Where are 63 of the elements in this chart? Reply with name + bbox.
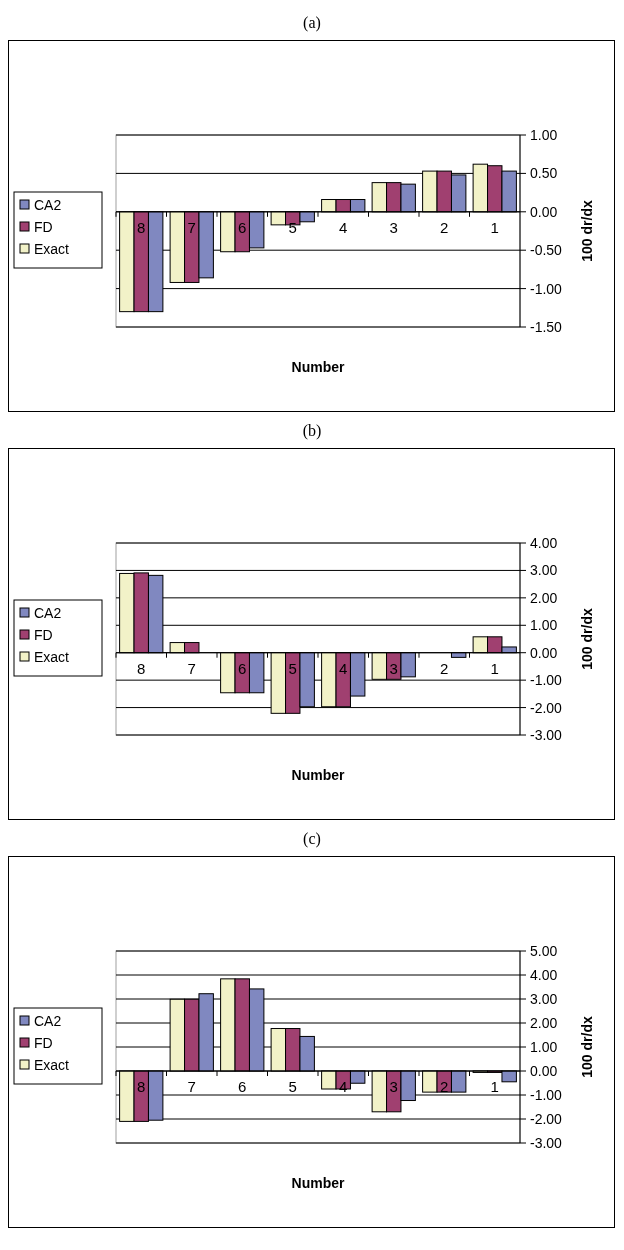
x-tick-label: 6 (238, 659, 247, 677)
x-tick-label: 2 (440, 218, 449, 236)
chart-title: (c) (303, 830, 321, 848)
y-tick-label: -1.00 (530, 672, 563, 689)
y-tick-label: -3.00 (530, 1135, 563, 1151)
y-tick-label: 1.00 (530, 127, 558, 143)
x-axis-title: Number (291, 1175, 345, 1191)
x-tick-label: 8 (137, 659, 146, 677)
x-tick-label: 3 (389, 218, 398, 236)
x-tick-label: 6 (238, 218, 247, 236)
y-tick-label: 1.00 (530, 617, 558, 634)
x-tick-label: 2 (440, 659, 449, 677)
legend-label: Exact (34, 1057, 70, 1073)
x-tick-label: 6 (238, 1078, 247, 1095)
y-tick-label: -1.00 (530, 280, 563, 297)
y-tick-label: 1.00 (530, 1039, 558, 1055)
x-tick-label: 1 (490, 659, 499, 677)
y-tick-label: 2.00 (530, 589, 558, 606)
y-tick-label: 5.00 (530, 943, 558, 959)
x-axis-title: Number (291, 359, 345, 375)
y-tick-label: -1.50 (530, 319, 563, 335)
chart-title: (b) (302, 422, 322, 440)
y-tick-label: 4.00 (530, 967, 558, 983)
y-tick-label: 4.00 (530, 535, 558, 551)
x-axis-title: Number (291, 767, 345, 783)
legend-label: CA2 (34, 197, 62, 213)
y-tick-label: -0.50 (530, 242, 563, 259)
x-tick-label: 8 (137, 1078, 146, 1095)
legend-label: FD (34, 627, 53, 643)
legend-label: FD (34, 219, 53, 235)
y-tick-label: 0.00 (530, 203, 558, 220)
legend-label: CA2 (34, 1013, 62, 1029)
y-tick-label: -2.00 (530, 1111, 563, 1127)
x-tick-label: 3 (389, 659, 398, 677)
x-tick-label: 7 (187, 1078, 196, 1095)
x-tick-label: 1 (490, 1078, 499, 1095)
y-axis-title: 100 dr/dx (579, 200, 595, 262)
y-tick-label: 0.00 (530, 1063, 558, 1079)
y-tick-label: -3.00 (530, 727, 563, 743)
y-tick-label: 0.50 (530, 165, 558, 182)
y-tick-label: 2.00 (530, 1015, 558, 1031)
legend-label: Exact (34, 649, 70, 665)
legend-label: CA2 (34, 605, 62, 621)
y-axis-title: 100 dr/dx (579, 1016, 595, 1078)
x-tick-label: 4 (339, 218, 348, 236)
y-tick-label: 3.00 (530, 562, 558, 579)
x-tick-label: 8 (137, 218, 146, 236)
y-tick-label: -2.00 (530, 699, 563, 716)
x-tick-label: 2 (440, 1078, 449, 1095)
chart-title: (a) (303, 14, 321, 32)
x-tick-label: 3 (389, 1078, 398, 1095)
y-tick-label: 0.00 (530, 644, 558, 661)
y-tick-label: 3.00 (530, 991, 558, 1007)
y-axis-title: 100 dr/dx (579, 608, 595, 670)
y-tick-label: -1.00 (530, 1087, 563, 1103)
legend-label: Exact (34, 241, 70, 257)
x-tick-label: 5 (288, 659, 297, 677)
x-tick-label: 7 (187, 659, 196, 677)
legend-label: FD (34, 1035, 53, 1051)
x-tick-label: 1 (490, 218, 499, 236)
x-tick-label: 4 (339, 659, 348, 677)
x-tick-label: 5 (288, 1078, 297, 1095)
x-tick-label: 7 (187, 218, 196, 236)
